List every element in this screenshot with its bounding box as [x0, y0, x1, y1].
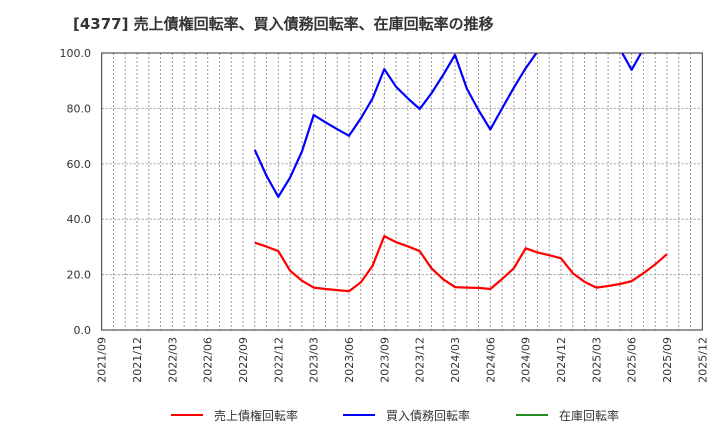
legend-swatch-blue	[343, 414, 375, 416]
chart-title: [4377] 売上債権回転率、買入債務回転率、在庫回転率の推移	[73, 15, 494, 33]
y-tick-label: 80.0	[67, 102, 92, 115]
legend-swatch-red	[171, 414, 203, 416]
series-lines	[253, 53, 668, 293]
x-tick-label: 2025/12	[696, 337, 709, 383]
x-tick-label: 2022/12	[272, 337, 285, 383]
x-tick-label: 2023/12	[414, 337, 427, 383]
y-tick-label: 60.0	[67, 158, 92, 171]
y-axis-ticks: 0.0 20.0 40.0 60.0 80.0 100.0	[60, 47, 92, 337]
x-tick-label: 2022/09	[237, 337, 250, 383]
y-tick-label: 40.0	[67, 213, 92, 226]
series-line-1	[253, 53, 643, 198]
legend-label: 買入債務回転率	[386, 408, 471, 423]
x-tick-label: 2021/09	[96, 337, 109, 383]
grid-lines	[101, 53, 703, 330]
legend: 売上債権回転率 買入債務回転率 在庫回転率	[0, 405, 720, 425]
series-line-0	[254, 235, 668, 293]
x-tick-label: 2022/03	[166, 337, 179, 383]
legend-label: 在庫回転率	[559, 408, 620, 423]
y-tick-label: 20.0	[67, 269, 92, 282]
plot-frame	[101, 52, 703, 331]
legend-item-receivables-turnover: 売上債権回転率	[171, 405, 298, 425]
x-tick-label: 2024/06	[484, 337, 497, 383]
x-tick-label: 2025/06	[626, 337, 639, 383]
x-tick-label: 2023/09	[378, 337, 391, 383]
x-tick-label: 2025/09	[661, 337, 674, 383]
legend-swatch-green	[516, 414, 548, 416]
y-tick-label: 100.0	[60, 47, 92, 60]
x-tick-label: 2024/12	[555, 337, 568, 383]
legend-item-payables-turnover: 買入債務回転率	[343, 405, 470, 425]
x-axis-ticks: 2021/09 2021/12 2022/03 2022/06 2022/09 2022/…	[96, 337, 710, 383]
x-tick-label: 2024/09	[520, 337, 533, 383]
x-tick-label: 2024/03	[449, 337, 462, 383]
x-tick-label: 2022/06	[202, 337, 215, 383]
x-tick-label: 2023/06	[343, 337, 356, 383]
x-tick-label: 2025/03	[590, 337, 603, 383]
x-tick-label: 2023/03	[308, 337, 321, 383]
x-tick-label: 2021/12	[131, 337, 144, 383]
y-tick-label: 0.0	[74, 324, 92, 337]
legend-label: 売上債権回転率	[214, 408, 299, 423]
legend-item-inventory-turnover: 在庫回転率	[516, 405, 619, 425]
